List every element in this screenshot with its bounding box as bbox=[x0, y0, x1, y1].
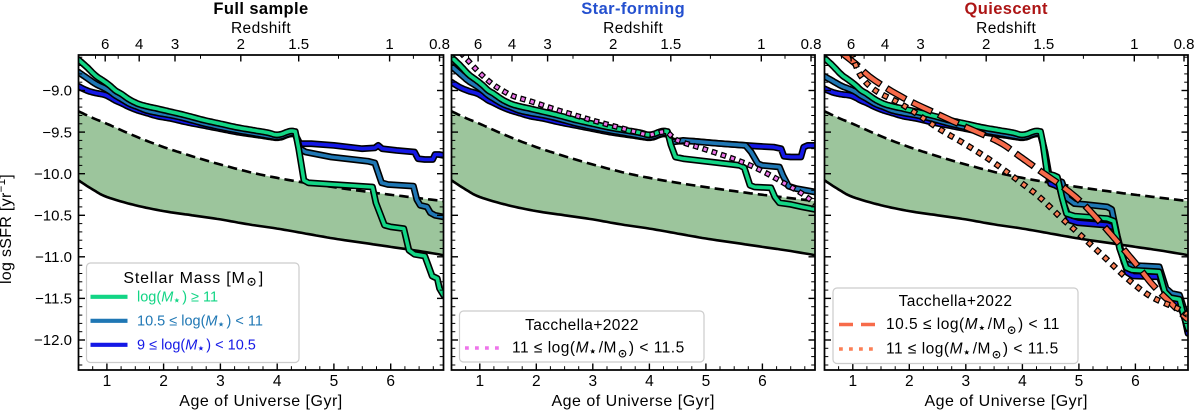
svg-text:4: 4 bbox=[1018, 373, 1027, 390]
svg-text:Tacchella+2022: Tacchella+2022 bbox=[899, 293, 1013, 310]
svg-text:1.5: 1.5 bbox=[1033, 36, 1054, 53]
svg-text:1.5: 1.5 bbox=[660, 36, 681, 53]
svg-text:) ≥ 11: ) ≥ 11 bbox=[182, 290, 218, 306]
svg-text:3: 3 bbox=[543, 36, 551, 53]
svg-text:2: 2 bbox=[609, 36, 617, 53]
svg-text:6: 6 bbox=[474, 36, 482, 53]
svg-text:1: 1 bbox=[475, 373, 484, 390]
svg-text:−10.0: −10.0 bbox=[34, 166, 72, 183]
svg-text:2: 2 bbox=[982, 36, 990, 53]
svg-text:4: 4 bbox=[508, 36, 516, 53]
svg-text:5: 5 bbox=[1075, 373, 1084, 390]
svg-text:1: 1 bbox=[385, 36, 393, 53]
svg-text:3: 3 bbox=[588, 373, 597, 390]
svg-text:2: 2 bbox=[237, 36, 245, 53]
svg-text:3: 3 bbox=[961, 373, 970, 390]
svg-text:6: 6 bbox=[1131, 373, 1140, 390]
svg-text:11 ≤ log(M: 11 ≤ log(M bbox=[512, 340, 589, 357]
svg-text:−11.5: −11.5 bbox=[35, 291, 72, 308]
svg-text:/M: /M bbox=[599, 340, 617, 357]
svg-text:Tacchella+2022: Tacchella+2022 bbox=[525, 317, 639, 334]
svg-text:5: 5 bbox=[702, 373, 711, 390]
svg-text:−9.5: −9.5 bbox=[42, 124, 72, 141]
svg-text:log sSFR [yr−1]: log sSFR [yr−1] bbox=[0, 174, 15, 284]
svg-text:Star-forming: Star-forming bbox=[581, 0, 685, 18]
svg-text:Age of Universe [Gyr]: Age of Universe [Gyr] bbox=[924, 393, 1087, 410]
svg-text:4: 4 bbox=[881, 36, 889, 53]
svg-text:/M: /M bbox=[988, 316, 1006, 333]
svg-text:−12.0: −12.0 bbox=[34, 332, 72, 349]
svg-text:3: 3 bbox=[916, 36, 924, 53]
svg-text:4: 4 bbox=[135, 36, 143, 53]
svg-text:) < 11: ) < 11 bbox=[227, 314, 263, 330]
svg-text:0.8: 0.8 bbox=[801, 36, 822, 53]
svg-text:Redshift: Redshift bbox=[976, 20, 1036, 37]
svg-text:4: 4 bbox=[645, 373, 654, 390]
svg-text:2: 2 bbox=[532, 373, 541, 390]
svg-text:]: ] bbox=[259, 270, 263, 287]
svg-text:6: 6 bbox=[758, 373, 767, 390]
svg-text:1.5: 1.5 bbox=[288, 36, 309, 53]
svg-text:3: 3 bbox=[216, 373, 225, 390]
svg-text:−9.0: −9.0 bbox=[42, 83, 72, 100]
svg-text:2: 2 bbox=[159, 373, 168, 390]
svg-text:Age of Universe [Gyr]: Age of Universe [Gyr] bbox=[551, 393, 714, 410]
svg-text:Redshift: Redshift bbox=[603, 20, 663, 37]
svg-text:/M: /M bbox=[973, 341, 991, 358]
svg-text:1: 1 bbox=[1130, 36, 1138, 53]
svg-text:1: 1 bbox=[103, 373, 112, 390]
svg-text:6: 6 bbox=[386, 373, 395, 390]
svg-text:log(M: log(M bbox=[137, 290, 174, 306]
svg-text:Quiescent: Quiescent bbox=[965, 0, 1048, 18]
svg-text:10.5 ≤ log(M: 10.5 ≤ log(M bbox=[886, 316, 978, 333]
svg-text:2: 2 bbox=[905, 373, 914, 390]
svg-text:−10.5: −10.5 bbox=[34, 208, 72, 225]
svg-text:0.8: 0.8 bbox=[429, 36, 450, 53]
svg-text:3: 3 bbox=[171, 36, 179, 53]
svg-text:10.5 ≤ log(M: 10.5 ≤ log(M bbox=[137, 314, 218, 330]
svg-text:) < 10.5: ) < 10.5 bbox=[206, 338, 256, 354]
svg-text:1: 1 bbox=[757, 36, 765, 53]
svg-text:Age of Universe [Gyr]: Age of Universe [Gyr] bbox=[179, 393, 342, 410]
svg-text:4: 4 bbox=[273, 373, 282, 390]
svg-text:Full sample: Full sample bbox=[213, 0, 308, 18]
svg-text:0.8: 0.8 bbox=[1174, 36, 1195, 53]
svg-text:1: 1 bbox=[848, 373, 857, 390]
svg-text:) < 11.5: ) < 11.5 bbox=[629, 340, 685, 357]
svg-text:Stellar Mass [M: Stellar Mass [M bbox=[123, 270, 245, 287]
svg-text:−11.0: −11.0 bbox=[35, 249, 72, 266]
svg-text:Redshift: Redshift bbox=[231, 20, 291, 37]
svg-text:9 ≤ log(M: 9 ≤ log(M bbox=[137, 338, 198, 354]
svg-text:) < 11.5: ) < 11.5 bbox=[1003, 341, 1059, 358]
svg-text:11 ≤ log(M: 11 ≤ log(M bbox=[886, 341, 963, 358]
svg-text:6: 6 bbox=[847, 36, 855, 53]
svg-text:) < 11: ) < 11 bbox=[1018, 316, 1060, 333]
svg-text:5: 5 bbox=[330, 373, 339, 390]
svg-text:6: 6 bbox=[101, 36, 109, 53]
